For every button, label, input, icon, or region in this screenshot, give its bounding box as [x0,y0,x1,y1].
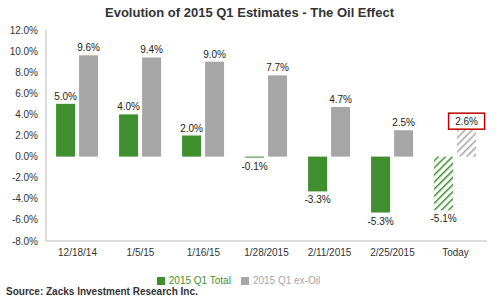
html-text:2015 Q1 Total: 2015 Q1 Total [168,275,231,286]
svg-text:6.0%: 6.0% [15,88,38,99]
svg-text:-5.1%: -5.1% [431,213,457,224]
svg-text:2.5%: 2.5% [392,117,415,128]
svg-text:4.0%: 4.0% [15,109,38,120]
svg-text:2.0%: 2.0% [180,123,203,134]
svg-text:9.0%: 9.0% [203,49,226,60]
svg-text:Today: Today [442,247,469,258]
svg-text:2/25/2015: 2/25/2015 [370,247,415,258]
svg-text:0.0%: 0.0% [15,151,38,162]
html-text:Source: Zacks Investment Resea: Source: Zacks Investment Research Inc. [6,286,198,297]
svg-text:-2.0%: -2.0% [12,172,38,183]
svg-text:9.6%: 9.6% [77,42,100,53]
svg-text:1/28/2015: 1/28/2015 [244,247,289,258]
svg-text:5.0%: 5.0% [54,91,77,102]
svg-text:12/18/14: 12/18/14 [58,247,97,258]
svg-text:7.7%: 7.7% [266,62,289,73]
svg-text:8.0%: 8.0% [15,67,38,78]
svg-text:10.0%: 10.0% [10,46,38,57]
svg-text:2.0%: 2.0% [15,130,38,141]
svg-text:12.0%: 12.0% [10,25,38,36]
svg-text:4.0%: 4.0% [117,101,140,112]
svg-text:1/16/15: 1/16/15 [187,247,221,258]
svg-text:-4.0%: -4.0% [12,193,38,204]
html-text:2015 Q1 ex-Oil: 2015 Q1 ex-Oil [252,275,321,286]
svg-text:-0.1%: -0.1% [242,161,268,172]
svg-text:-8.0%: -8.0% [12,236,38,247]
html-text:Evolution of 2015 Q1 Estimates: Evolution of 2015 Q1 Estimates - The Oil… [105,5,394,20]
svg-text:9.4%: 9.4% [140,44,163,55]
svg-text:2.6%: 2.6% [455,116,478,127]
svg-text:2/11/2015: 2/11/2015 [308,247,352,258]
svg-text:-3.3%: -3.3% [305,194,331,205]
svg-text:-5.3%: -5.3% [368,216,394,227]
svg-text:1/5/15: 1/5/15 [127,247,155,258]
svg-text:4.7%: 4.7% [329,94,352,105]
svg-text:-6.0%: -6.0% [12,214,38,225]
